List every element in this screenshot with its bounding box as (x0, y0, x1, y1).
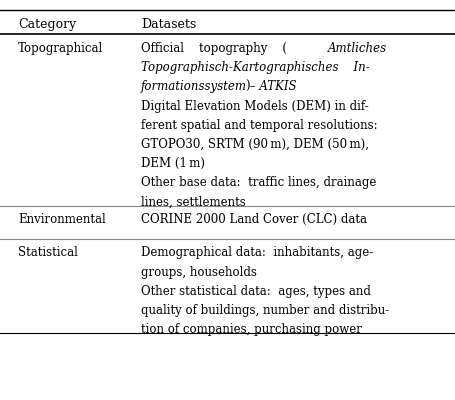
Text: ): ) (245, 80, 249, 94)
Text: CORINE 2000 Land Cover (CLC) data: CORINE 2000 Land Cover (CLC) data (141, 213, 367, 226)
Text: lines, settlements: lines, settlements (141, 196, 246, 209)
Text: ferent spatial and temporal resolutions:: ferent spatial and temporal resolutions: (141, 119, 378, 132)
Text: Amtliches: Amtliches (328, 42, 387, 55)
Text: Topographisch-Kartographisches    In-: Topographisch-Kartographisches In- (141, 61, 370, 74)
Text: Category: Category (18, 18, 76, 31)
Text: Demographical data:  inhabitants, age-: Demographical data: inhabitants, age- (141, 246, 373, 260)
Text: GTOPO30, SRTM (90 m), DEM (50 m),: GTOPO30, SRTM (90 m), DEM (50 m), (141, 138, 369, 151)
Text: quality of buildings, number and distribu-: quality of buildings, number and distrib… (141, 304, 389, 317)
Text: Digital Elevation Models (DEM) in dif-: Digital Elevation Models (DEM) in dif- (141, 100, 369, 113)
Text: Other statistical data:  ages, types and: Other statistical data: ages, types and (141, 285, 371, 298)
Text: Statistical: Statistical (18, 246, 78, 260)
Text: DEM (1 m): DEM (1 m) (141, 157, 205, 170)
Text: Other base data:  traffic lines, drainage: Other base data: traffic lines, drainage (141, 176, 376, 190)
Text: Environmental: Environmental (18, 213, 106, 226)
Text: tion of companies, purchasing power: tion of companies, purchasing power (141, 323, 362, 336)
Text: Official    topography    (: Official topography ( (141, 42, 287, 55)
Text: groups, households: groups, households (141, 266, 257, 279)
Text: Datasets: Datasets (141, 18, 196, 31)
Text: formationssystem – ATKIS: formationssystem – ATKIS (141, 80, 298, 94)
Text: Topographical: Topographical (18, 42, 103, 55)
